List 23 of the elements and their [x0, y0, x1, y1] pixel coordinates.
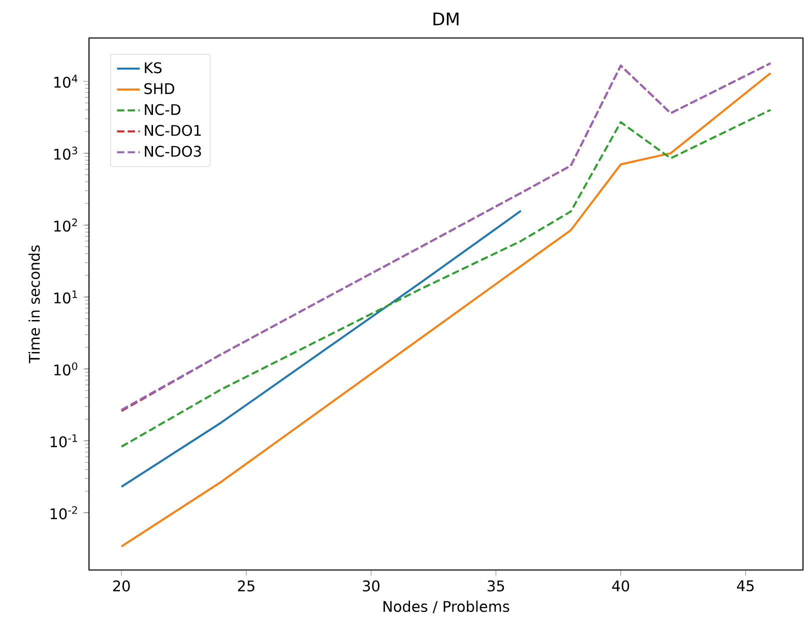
- x-tick-label: 30: [362, 580, 380, 592]
- legend-label: NC-DO1: [144, 124, 201, 136]
- legend-label: SHD: [144, 83, 174, 94]
- line-series: [120, 210, 522, 488]
- x-tick-label: 45: [736, 580, 754, 592]
- y-axis-title: Time in seconds: [28, 245, 40, 364]
- legend-label: NC-D: [144, 104, 180, 116]
- legend-label: NC-DO3: [144, 146, 201, 157]
- x-tick-label: 35: [488, 580, 504, 592]
- y-tick-label: 10$^{3}$: [54, 146, 78, 160]
- chart-title: DM: [434, 12, 458, 26]
- x-tick-label: 40: [612, 580, 630, 592]
- y-tick-label: 10$^{-1}$: [50, 434, 77, 448]
- legend-label: KS: [144, 62, 162, 74]
- y-tick-label: 10$^{-2}$: [50, 506, 77, 520]
- y-tick-label: 10$^{4}$: [54, 74, 78, 88]
- line-series: [120, 72, 772, 548]
- x-tick-label: 20: [113, 580, 130, 592]
- y-tick-label: 10$^{1}$: [54, 290, 77, 304]
- x-axis-title: Nodes / Problems: [384, 600, 510, 614]
- x-tick-label: 25: [238, 580, 254, 592]
- y-tick-label: 10$^{0}$: [54, 362, 78, 376]
- y-tick-label: 10$^{2}$: [54, 218, 77, 232]
